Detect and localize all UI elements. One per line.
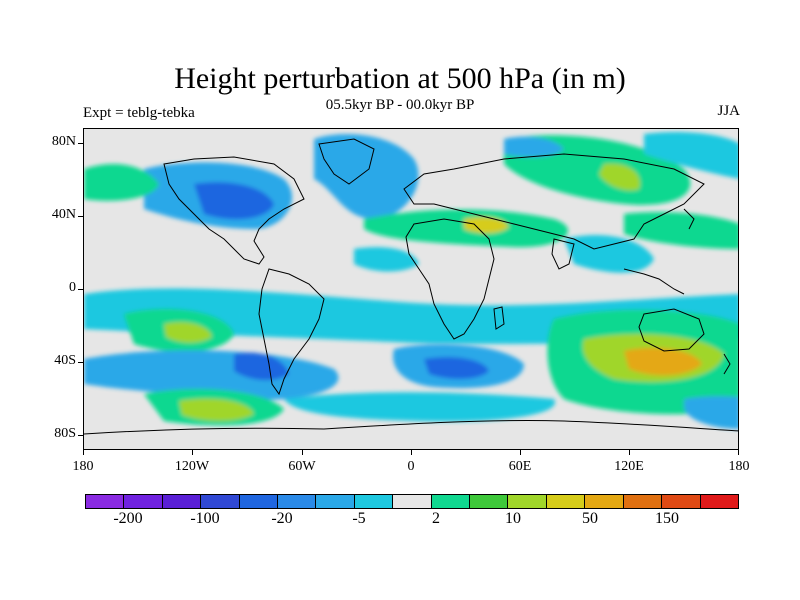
plot-subtitle: 05.5kyr BP - 00.0kyr BP <box>325 97 475 113</box>
colorbar-label: 2 <box>432 510 440 527</box>
colorbar-swatch <box>700 495 738 508</box>
colorbar-label: -5 <box>352 510 366 527</box>
colorbar-swatch <box>201 495 240 508</box>
world-map-panel <box>83 128 739 450</box>
lon-tick-mark <box>411 450 412 455</box>
lat-tick-mark <box>78 289 83 290</box>
anomaly-arctic-cyan <box>644 132 738 179</box>
lon-tick-label: 180 <box>72 459 94 474</box>
lon-tick-mark <box>738 450 739 455</box>
colorbar-label: -100 <box>190 510 220 527</box>
colorbar-swatch <box>585 495 624 508</box>
colorbar-swatch <box>316 495 355 508</box>
coastlines <box>84 138 738 435</box>
anomaly-north-atlantic-negative <box>314 134 419 219</box>
plot-title: Height perturbation at 500 hPa (in m) <box>174 62 626 95</box>
colorbar-swatch <box>162 495 202 508</box>
anomaly-north-america-core <box>194 182 274 220</box>
anomaly-siberia-core <box>599 163 640 191</box>
anomaly-south-america-core <box>234 352 289 381</box>
coast-south-america <box>258 268 325 396</box>
colorbar-swatch <box>278 495 317 508</box>
season-label: JJA <box>717 103 740 119</box>
lon-tick-label: 180 <box>728 459 750 474</box>
colorbar-label: 150 <box>655 510 679 527</box>
anomaly-east-pacific-green <box>624 212 738 249</box>
anomaly-southeast-pacific-blue <box>684 396 738 429</box>
lon-tick-label: 60W <box>288 459 316 474</box>
colorbar-swatch <box>124 495 163 508</box>
lon-tick-mark <box>520 450 521 455</box>
lon-tick-label: 120W <box>174 459 210 474</box>
colorbar <box>85 494 739 509</box>
lat-tick-mark <box>78 435 83 436</box>
anomaly-south-atlantic-core <box>424 357 489 379</box>
coast-europe-asia <box>403 153 705 250</box>
anomaly-asia-cyan <box>564 235 654 273</box>
coast-antarctica <box>84 420 738 435</box>
anomaly-antarctic-yellow <box>179 398 254 421</box>
colorbar-swatch <box>86 495 125 508</box>
colorbar-label: 50 <box>582 510 598 527</box>
anomaly-indian-ocean-orange <box>624 347 702 376</box>
coast-southeast-asia-islands <box>623 268 685 295</box>
anomaly-south-pacific-yellow <box>164 322 212 343</box>
lon-tick-mark <box>192 450 193 455</box>
anomaly-mideast-yellow <box>464 217 509 234</box>
lon-tick-label: 60E <box>508 459 532 474</box>
anomaly-north-pacific-green <box>84 164 159 201</box>
lon-tick-mark <box>302 450 303 455</box>
coast-australia <box>638 308 705 352</box>
coast-madagascar <box>493 306 505 330</box>
colorbar-swatch <box>546 495 586 508</box>
colorbar-swatch <box>239 495 279 508</box>
colorbar-swatch <box>508 495 547 508</box>
lat-tick-label: 80N <box>51 134 76 149</box>
colorbar-label: 10 <box>505 510 521 527</box>
colorbar-swatch <box>393 495 432 508</box>
lat-tick-label: 0 <box>69 280 76 295</box>
coast-japan <box>683 208 695 230</box>
colorbar-swatch <box>470 495 509 508</box>
experiment-label: Expt = teblg-tebka <box>83 105 195 121</box>
anomaly-tropical-atlantic-cyan <box>354 247 419 272</box>
lon-tick-mark <box>83 450 84 455</box>
lon-tick-mark <box>629 450 630 455</box>
coast-new-zealand <box>723 353 731 375</box>
coast-north-america <box>163 156 305 265</box>
coast-india <box>551 238 575 270</box>
contour-field <box>84 129 738 449</box>
colorbar-swatch <box>623 495 663 508</box>
colorbar-label: -20 <box>271 510 293 527</box>
coast-africa <box>405 218 495 340</box>
lat-tick-mark <box>78 362 83 363</box>
lon-tick-label: 120E <box>614 459 644 474</box>
colorbar-swatch <box>662 495 701 508</box>
coast-greenland <box>318 138 375 185</box>
colorbar-label: -200 <box>113 510 143 527</box>
colorbar-swatch <box>354 495 394 508</box>
lat-tick-label: 40S <box>54 353 76 368</box>
anomaly-southern-belt-cyan <box>284 392 556 422</box>
lon-tick-label: 0 <box>407 459 415 474</box>
anomaly-eurasia-north-negative <box>504 136 564 158</box>
colorbar-swatch <box>431 495 471 508</box>
lat-tick-label: 40N <box>51 207 76 222</box>
lat-tick-label: 80S <box>54 426 76 441</box>
lat-tick-mark <box>78 143 83 144</box>
lat-tick-mark <box>78 216 83 217</box>
